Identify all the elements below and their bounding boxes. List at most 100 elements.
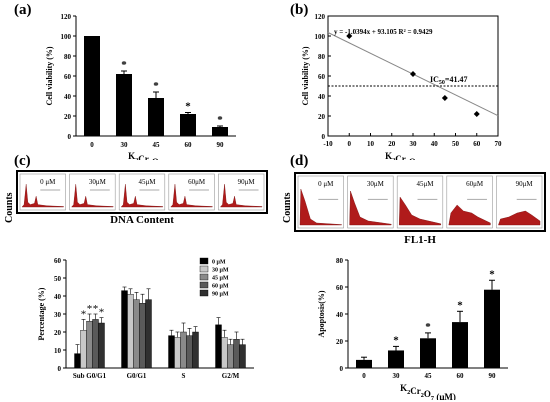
panel-a-label: (a) <box>14 2 32 18</box>
chart-a-sig: * <box>217 114 223 126</box>
chart-c-y-tick-label: 30 <box>54 311 62 319</box>
chart-c-y-tick-label: 50 <box>54 275 62 283</box>
chart-b-point <box>441 95 448 101</box>
flow-c-histogram <box>170 184 213 208</box>
chart-c-y-tick-label: 40 <box>54 293 62 301</box>
chart-c-y-tick-label: 10 <box>54 347 62 355</box>
chart-d-x-tick-label: 90 <box>489 372 497 380</box>
chart-c-bar <box>127 294 134 369</box>
chart-d-y-tick-label: 60 <box>336 284 344 292</box>
chart-a-viability-bar: 0 20 40 60 80 100 120 0 * 30 * 45 * 60 * 90 K2Cr2O7 (μM)… <box>45 13 236 160</box>
chart-a-x-tick-label: 0 <box>90 141 94 149</box>
chart-c-legend-label: 60 μM <box>212 284 229 290</box>
chart-c-sig: * <box>99 307 105 319</box>
chart-c-bar <box>227 344 234 369</box>
chart-c-bar <box>86 320 93 369</box>
flow-d-histogram <box>299 188 342 226</box>
chart-b-y-tick-label: 20 <box>318 113 326 121</box>
flow-c-caption: DNA Content <box>110 214 174 226</box>
chart-a-y-tick-label: 80 <box>64 53 72 61</box>
chart-c-bar <box>180 331 187 369</box>
chart-d-x-tick-label: 0 <box>362 372 366 380</box>
chart-b-ic50-label: IC50=41.47 <box>430 75 467 86</box>
chart-c-bar <box>98 322 105 369</box>
chart-c-x-tick-label: G0/G1 <box>127 372 147 380</box>
chart-d-sig: * <box>457 299 463 311</box>
flow-d-histogram <box>448 204 491 226</box>
chart-c-x-tick-label: G2/M <box>222 372 240 380</box>
chart-c-bar <box>186 335 193 369</box>
flow-c-ylabel-text: Counts <box>4 192 15 223</box>
chart-d-ylabel: Apoptosis(%) <box>317 290 326 337</box>
flow-c-label: 60μM <box>188 178 206 186</box>
chart-c-bar <box>221 337 228 369</box>
chart-b-y-tick-label: 0 <box>322 133 326 141</box>
chart-c-bar <box>80 329 87 369</box>
chart-c-bar <box>121 290 128 369</box>
chart-b-point <box>410 71 416 77</box>
flow-d-histogram <box>498 210 541 226</box>
chart-c-sig: * <box>87 303 93 315</box>
chart-b-y-tick-label: 60 <box>318 73 326 81</box>
chart-d-y-tick-label: 0 <box>340 365 344 373</box>
chart-a-y-tick-label: 0 <box>68 133 72 141</box>
flow-d-caption: FL1-H <box>404 234 436 246</box>
flow-c-label: 90μM <box>238 178 256 186</box>
chart-c-bar <box>192 331 199 369</box>
chart-c-ylabel: Percentage (%) <box>37 287 46 340</box>
chart-a-y-tick-label: 20 <box>64 113 72 121</box>
flow-c-label: 45μM <box>138 178 156 186</box>
chart-a-x-tick-label: 90 <box>217 141 225 149</box>
chart-c-legend-label: 0 μM <box>212 260 226 266</box>
chart-c-bar <box>74 353 81 369</box>
chart-c-legend-swatch <box>199 273 209 281</box>
chart-a-sig: * <box>121 59 127 71</box>
chart-a-bar <box>212 127 228 136</box>
chart-b-point <box>473 111 480 117</box>
chart-a-y-tick-label: 120 <box>61 13 72 21</box>
flow-d-label: 0 μM <box>318 180 334 188</box>
chart-b-ylabel: Cell viability (%) <box>301 46 310 105</box>
chart-c-x-tick-label: Sub G0/G1 <box>73 372 107 380</box>
chart-a-sig: * <box>153 80 159 92</box>
chart-a-y-tick-label: 100 <box>61 33 72 41</box>
chart-d-bar <box>420 338 436 368</box>
chart-d-bar <box>388 350 404 368</box>
chart-c-bar <box>174 337 181 369</box>
chart-b-x-tick-label: 60 <box>473 140 481 148</box>
chart-b-x-tick-label: 40 <box>431 140 439 148</box>
chart-d-bar <box>452 322 468 368</box>
chart-d-x-tick-label: 30 <box>393 372 401 380</box>
panel-b-label: (b) <box>290 2 309 18</box>
chart-b-point <box>346 33 353 39</box>
chart-c-y-tick-label: 0 <box>58 365 62 373</box>
chart-b-x-tick-label: 70 <box>495 140 503 148</box>
chart-c-legend-label: 45 μM <box>212 276 229 282</box>
flow-c-histogram <box>21 184 64 208</box>
chart-d-y-tick-label: 80 <box>336 257 344 265</box>
chart-c-bar <box>239 344 246 369</box>
chart-c-bar <box>139 303 146 369</box>
flow-c-histogram <box>120 184 163 208</box>
chart-c-legend-swatch <box>199 265 209 273</box>
flow-d-label: 90μM <box>516 180 534 188</box>
chart-c-bar <box>145 299 152 369</box>
chart-a-xlabel: K2Cr2O7 (μM) <box>128 151 184 160</box>
chart-c-sig: * <box>93 303 99 315</box>
chart-b-x-tick-label: 10 <box>367 140 375 148</box>
chart-b-y-tick-label: 120 <box>315 13 326 21</box>
chart-d-x-tick-label: 45 <box>425 372 433 380</box>
chart-a-bar <box>116 74 132 136</box>
chart-b-x-tick-label: 20 <box>388 140 396 148</box>
chart-d-y-tick-label: 40 <box>336 311 344 319</box>
chart-c-y-tick-label: 20 <box>54 329 62 337</box>
chart-a-x-tick-label: 30 <box>121 141 129 149</box>
flow-d-histogram <box>398 196 441 226</box>
chart-a-bar <box>84 36 100 136</box>
chart-b-x-tick-label: -10 <box>323 140 333 148</box>
chart-c-legend-swatch <box>199 289 209 297</box>
chart-c-legend-label: 90 μM <box>212 292 229 298</box>
chart-c-y-tick-label: 60 <box>54 257 62 265</box>
